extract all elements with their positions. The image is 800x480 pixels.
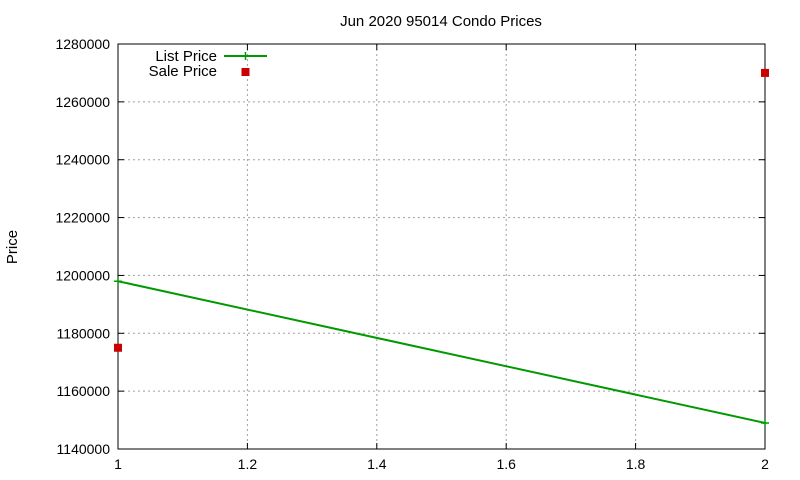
y-tick-label: 1240000 bbox=[55, 152, 110, 168]
legend-label-sale-price: Sale Price bbox=[149, 63, 217, 80]
y-tick-label: 1160000 bbox=[57, 383, 111, 399]
x-tick-label: 1.8 bbox=[626, 456, 646, 472]
series-layer bbox=[114, 68, 769, 427]
y-tick-label: 1280000 bbox=[55, 36, 110, 52]
plot-frame bbox=[117, 43, 766, 450]
legend-sample-list-price bbox=[224, 52, 267, 60]
axis-ticks: 1 1.2 1.4 1.6 1.8 2 1140000 1160000 1180000 12000… bbox=[55, 36, 769, 472]
x-tick-label: 1 bbox=[114, 456, 122, 472]
y-tick-label: 1180000 bbox=[57, 325, 111, 341]
x-tick-label: 1.4 bbox=[367, 456, 387, 472]
list-price-point bbox=[114, 277, 122, 286]
x-tick-label: 1.2 bbox=[238, 456, 258, 472]
sale-price-point bbox=[114, 343, 122, 352]
x-tick-label: 1.6 bbox=[496, 456, 516, 472]
list-price-point bbox=[761, 418, 769, 427]
grid-lines bbox=[118, 44, 765, 449]
list-price-line bbox=[117, 280, 766, 424]
y-axis-label: Price bbox=[4, 230, 21, 264]
y-tick-label: 1140000 bbox=[57, 441, 111, 457]
y-tick-label: 1220000 bbox=[55, 210, 110, 226]
y-tick-label: 1200000 bbox=[55, 267, 110, 283]
chart-title: Jun 2020 95014 Condo Prices bbox=[340, 13, 542, 30]
sale-price-point bbox=[761, 68, 769, 77]
y-tick-label: 1260000 bbox=[55, 94, 110, 110]
legend: List Price Sale Price bbox=[149, 48, 267, 80]
legend-sample-sale-price bbox=[241, 68, 250, 76]
legend-label-list-price: List Price bbox=[155, 48, 217, 65]
x-tick-label: 2 bbox=[761, 456, 769, 472]
